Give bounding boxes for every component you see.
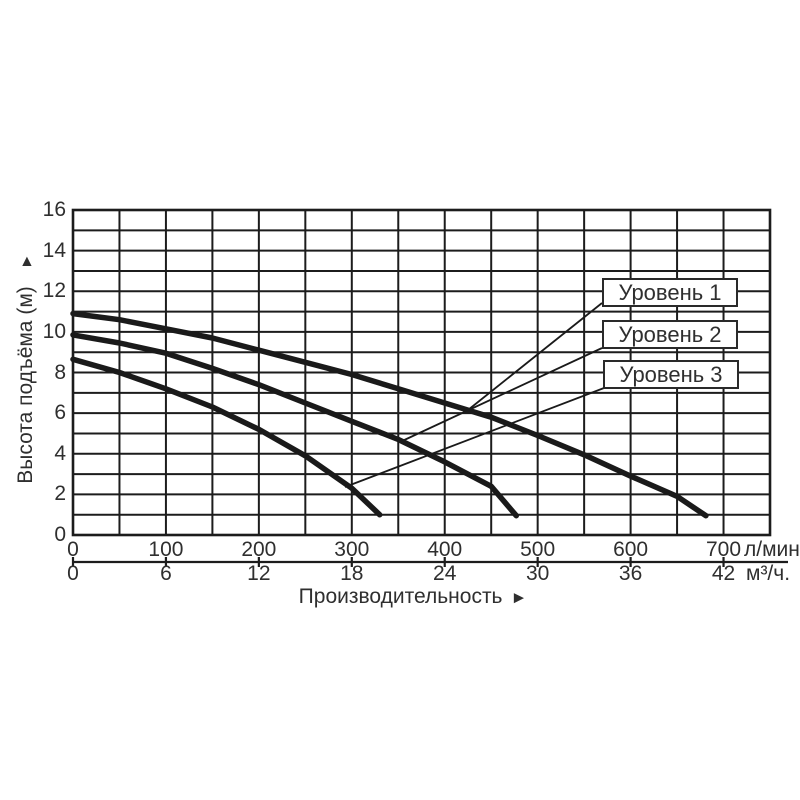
legend-box-level-1: Уровень 1 [602,278,738,307]
x-tick-label-lmin: 600 [613,538,649,561]
y-tick-label: 14 [42,238,66,262]
curve-level-2 [70,332,520,519]
x-tick-label-lmin: 500 [520,538,556,561]
y-axis-arrow-up-icon: ▲ [19,253,35,270]
x-tick-label-m3h: 36 [618,562,643,585]
y-tick-label: 4 [54,441,66,465]
y-tick-label: 0 [54,523,66,546]
legend-box-level-3: Уровень 3 [603,360,739,389]
x-axis-unit-lmin: л/мин. [744,538,800,561]
pointer-line-level-3 [344,387,605,488]
pointer-line-level-2 [399,347,603,443]
y-tick-label: 8 [54,360,66,384]
x-tick-label-lmin: 100 [148,538,184,561]
y-tick-label: 12 [42,279,66,303]
x-tick-label-m3h: 30 [525,562,550,585]
x-tick-label-m3h: 24 [433,562,457,585]
y-tick-label: 16 [42,198,66,221]
x-axis-title: Производительность ► [248,584,578,611]
x-tick-label-m3h: 0 [67,562,79,585]
x-tick-label-m3h: 42 [711,562,736,585]
legend-label-level-2: Уровень 2 [618,321,722,347]
x-tick-label-lmin: 700 [706,538,742,561]
y-tick-label: 10 [42,319,66,343]
curve-level-3 [70,356,383,518]
curve-level-1 [70,310,709,519]
x-tick-label-m3h: 6 [160,562,172,585]
legend-label-level-1: Уровень 1 [618,279,722,305]
x-axis-arrow-right-icon: ► [510,588,528,607]
x-tick-label-lmin: 300 [334,538,370,561]
x-tick-label-lmin: 0 [67,538,79,561]
legend-label-level-3: Уровень 3 [619,361,723,387]
x-tick-label-m3h: 18 [340,562,364,585]
pointer-line-level-1 [467,302,603,411]
y-tick-label: 2 [54,482,66,506]
y-tick-label: 6 [54,401,66,425]
legend-box-level-2: Уровень 2 [602,320,738,349]
x-axis-title-text: Производительность [298,585,503,608]
x-axis-unit-m3h: м³/ч. [746,562,791,585]
plot-border [71,208,772,537]
x-tick-label-lmin: 400 [427,538,463,561]
x-tick-label-m3h: 12 [247,562,271,585]
x-tick-label-lmin: 200 [241,538,277,561]
